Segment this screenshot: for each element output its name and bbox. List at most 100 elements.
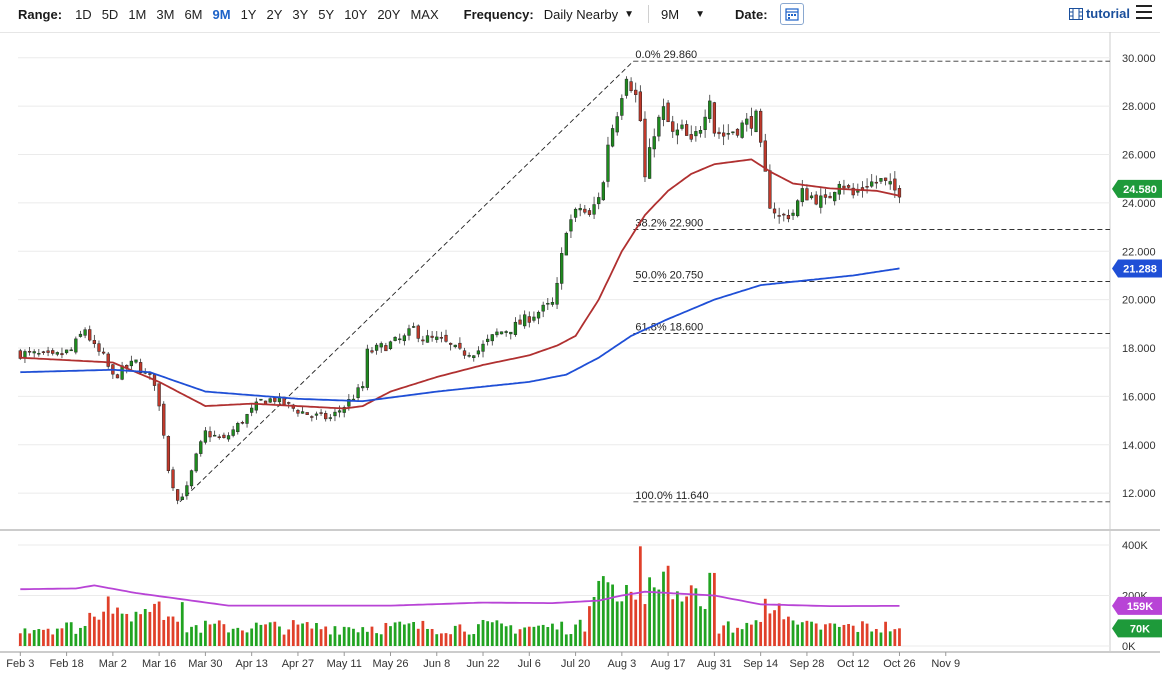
range-button-5d[interactable]: 5D	[101, 6, 119, 22]
candle-body	[472, 355, 476, 358]
price-tick-label: 12.000	[1122, 488, 1156, 500]
candle-body	[365, 348, 369, 388]
range-button-3y[interactable]: 3Y	[292, 6, 309, 22]
volume-bar	[643, 604, 647, 646]
volume-bar	[842, 624, 846, 646]
range-button-1m[interactable]: 1M	[128, 6, 147, 22]
range-button-2y[interactable]: 2Y	[266, 6, 283, 22]
x-tick-label: May 11	[327, 658, 362, 670]
candle-body	[814, 194, 818, 205]
volume-bar	[791, 620, 795, 646]
volume-ma-badge: 159K	[1127, 601, 1153, 613]
x-tick-label: Jul 20	[561, 658, 590, 670]
volume-bar	[768, 613, 772, 646]
candle-body	[240, 422, 245, 424]
volume-bar	[449, 634, 453, 646]
candle-body	[388, 341, 393, 349]
candle-body	[592, 204, 596, 215]
candle-body	[384, 345, 388, 352]
range-button-5y[interactable]: 5Y	[318, 6, 335, 22]
volume-bar	[555, 629, 559, 646]
candle-body	[536, 311, 541, 319]
candle-body	[106, 353, 110, 367]
candle-body	[370, 350, 374, 353]
x-tick-label: Aug 31	[697, 658, 732, 670]
candle-body	[374, 344, 379, 351]
volume-bar	[675, 591, 679, 646]
candle-body	[527, 316, 531, 323]
volume-bar	[194, 625, 198, 646]
volume-bar	[213, 623, 217, 646]
range-button-20y[interactable]: 20Y	[377, 6, 401, 22]
candle-body	[32, 351, 36, 354]
volume-bar	[333, 626, 337, 646]
last-price-badge: 24.580	[1123, 184, 1157, 196]
candle-body	[879, 178, 883, 182]
volume-bar	[504, 626, 508, 646]
candle-body	[643, 118, 647, 178]
candle-body	[726, 133, 730, 135]
candle-body	[523, 314, 527, 327]
candle-body	[490, 334, 494, 342]
frequency-value: Daily Nearby	[543, 6, 619, 22]
volume-bar	[805, 620, 809, 646]
frequency-select[interactable]: Daily Nearby ▼	[544, 7, 634, 22]
period-value: 9M	[661, 6, 680, 22]
volume-bar	[102, 611, 105, 646]
x-tick-label: Sep 14	[743, 658, 778, 670]
volume-bar	[301, 623, 304, 646]
volume-bar	[231, 628, 235, 646]
volume-bar	[625, 584, 628, 646]
volume-bar	[611, 584, 614, 646]
candle-body	[347, 399, 351, 407]
date-label: Date:	[735, 6, 768, 22]
range-button-1y[interactable]: 1Y	[240, 6, 257, 22]
range-button-max[interactable]: MAX	[410, 6, 439, 22]
volume-bar	[305, 622, 309, 646]
ma200-line	[20, 267, 900, 403]
candle-body	[129, 360, 134, 367]
volume-bar	[518, 629, 522, 646]
tutorial-link[interactable]: tutorial	[1068, 6, 1130, 21]
candle-body	[458, 342, 462, 349]
candle-body	[629, 81, 633, 91]
candle-body	[300, 411, 305, 414]
x-tick-label: Nov 9	[931, 658, 960, 670]
volume-bar	[638, 546, 642, 646]
chart-toolbar: Range: 1D 5D 1M 3M 6M 9M 1Y 2Y 3Y 5Y 10Y 20Y MAX Fre…	[0, 0, 1166, 28]
candle-body	[587, 210, 592, 215]
range-button-6m[interactable]: 6M	[184, 6, 203, 22]
calendar-button[interactable]	[779, 3, 804, 25]
fibonacci-label: 38.2% 22.900	[635, 217, 703, 229]
volume-bar	[37, 629, 41, 646]
candle-body	[754, 110, 758, 133]
candle-body	[467, 355, 471, 357]
volume-bar	[365, 631, 369, 646]
candle-body	[620, 98, 624, 116]
range-button-1d[interactable]: 1D	[75, 6, 92, 22]
hamburger-menu-icon[interactable]	[1136, 5, 1152, 19]
volume-bar	[204, 620, 207, 646]
candle-body	[786, 214, 791, 220]
fibonacci-trend-line	[179, 60, 634, 503]
candle-body	[213, 434, 217, 437]
volume-bar	[569, 634, 573, 646]
volume-bar	[652, 587, 656, 646]
candle-body	[555, 282, 559, 305]
volume-bar	[375, 633, 378, 646]
range-button-9m[interactable]: 9M	[212, 6, 231, 22]
candle-body	[41, 351, 46, 353]
volume-bar	[481, 619, 485, 646]
range-button-3m[interactable]: 3M	[156, 6, 175, 22]
candle-body	[495, 331, 499, 336]
volume-bar	[23, 628, 27, 646]
volume-bar	[685, 596, 689, 646]
candle-body	[250, 407, 254, 413]
range-button-10y[interactable]: 10Y	[344, 6, 368, 22]
period-select[interactable]: 9M ▼	[661, 7, 705, 22]
volume-bar	[782, 619, 786, 646]
volume-bar	[171, 616, 175, 646]
volume-bar	[796, 624, 800, 646]
x-tick-label: Sep 28	[789, 658, 824, 670]
candle-body	[763, 140, 767, 172]
